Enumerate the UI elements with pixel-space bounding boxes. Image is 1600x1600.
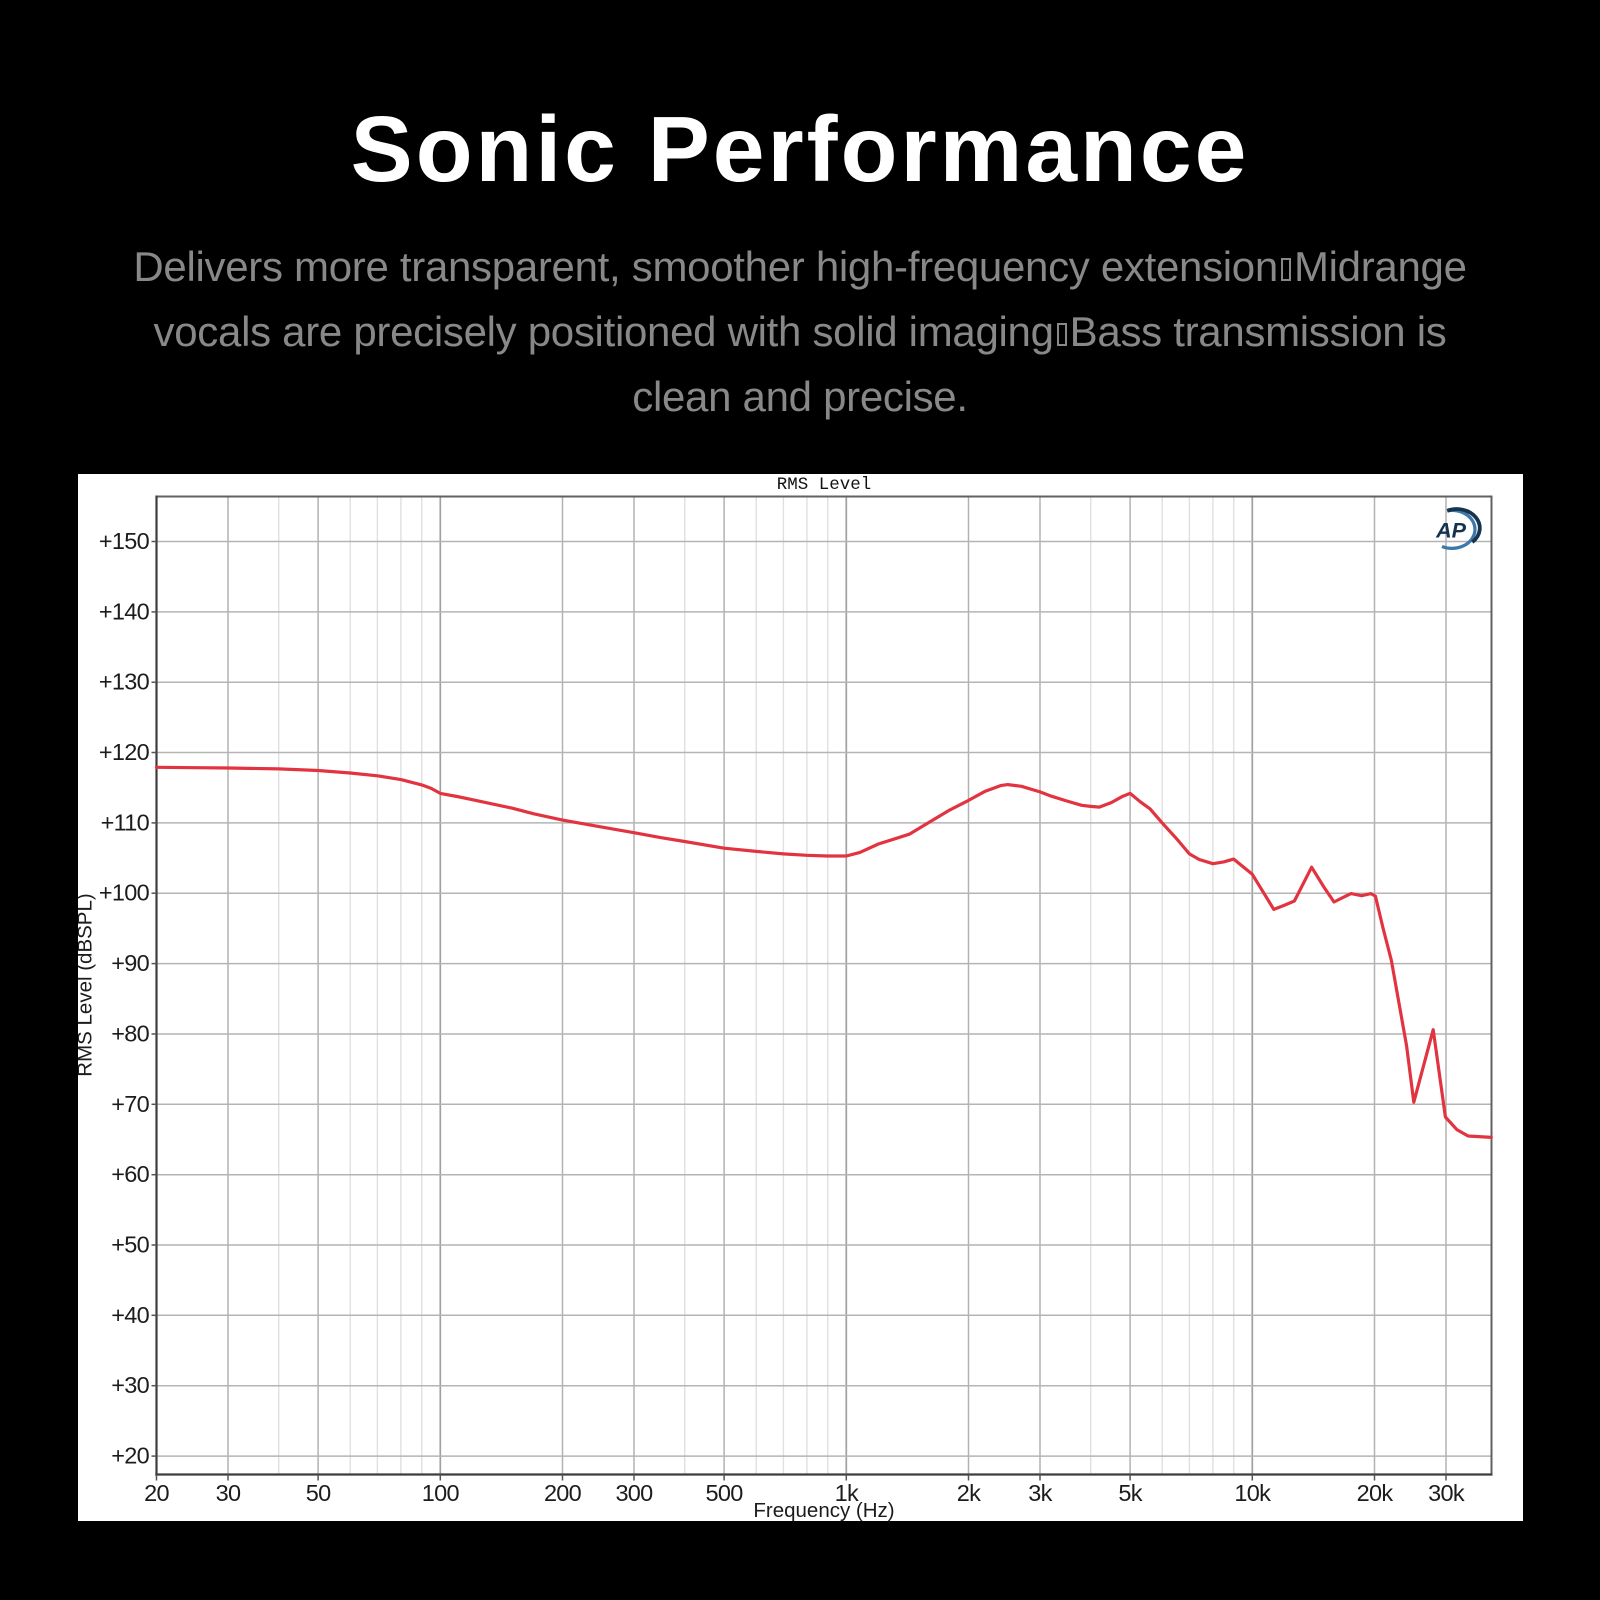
svg-text:5k: 5k bbox=[1118, 1480, 1142, 1506]
svg-text:+20: +20 bbox=[111, 1443, 149, 1469]
svg-text:+40: +40 bbox=[111, 1302, 149, 1328]
svg-text:+70: +70 bbox=[111, 1091, 149, 1117]
svg-text:+30: +30 bbox=[111, 1372, 149, 1398]
svg-text:+110: +110 bbox=[101, 809, 150, 835]
svg-text:+50: +50 bbox=[111, 1232, 149, 1258]
svg-text:30k: 30k bbox=[1428, 1480, 1465, 1506]
svg-text:1k: 1k bbox=[835, 1480, 859, 1506]
svg-text:+120: +120 bbox=[99, 739, 150, 765]
svg-text:300: 300 bbox=[615, 1480, 653, 1506]
svg-text:+60: +60 bbox=[111, 1161, 149, 1187]
svg-text:20k: 20k bbox=[1357, 1480, 1394, 1506]
svg-text:+90: +90 bbox=[111, 950, 149, 976]
svg-text:200: 200 bbox=[544, 1480, 582, 1506]
svg-text:3k: 3k bbox=[1028, 1480, 1052, 1506]
svg-text:RMS Level: RMS Level bbox=[777, 475, 872, 495]
svg-text:Frequency (Hz): Frequency (Hz) bbox=[753, 1499, 894, 1521]
svg-text:+80: +80 bbox=[111, 1021, 149, 1047]
svg-text:+150: +150 bbox=[99, 528, 150, 554]
svg-text:20: 20 bbox=[144, 1480, 169, 1506]
svg-text:2k: 2k bbox=[957, 1480, 981, 1506]
svg-text:100: 100 bbox=[422, 1480, 460, 1506]
svg-text:+130: +130 bbox=[99, 669, 150, 695]
svg-text:+140: +140 bbox=[99, 598, 150, 624]
svg-text:+100: +100 bbox=[99, 880, 150, 906]
svg-text:AP: AP bbox=[1435, 519, 1467, 543]
svg-text:500: 500 bbox=[706, 1480, 744, 1506]
svg-text:RMS Level (dBSPL): RMS Level (dBSPL) bbox=[78, 893, 97, 1076]
svg-text:30: 30 bbox=[216, 1480, 241, 1506]
svg-text:10k: 10k bbox=[1234, 1480, 1271, 1506]
svg-text:50: 50 bbox=[306, 1480, 331, 1506]
